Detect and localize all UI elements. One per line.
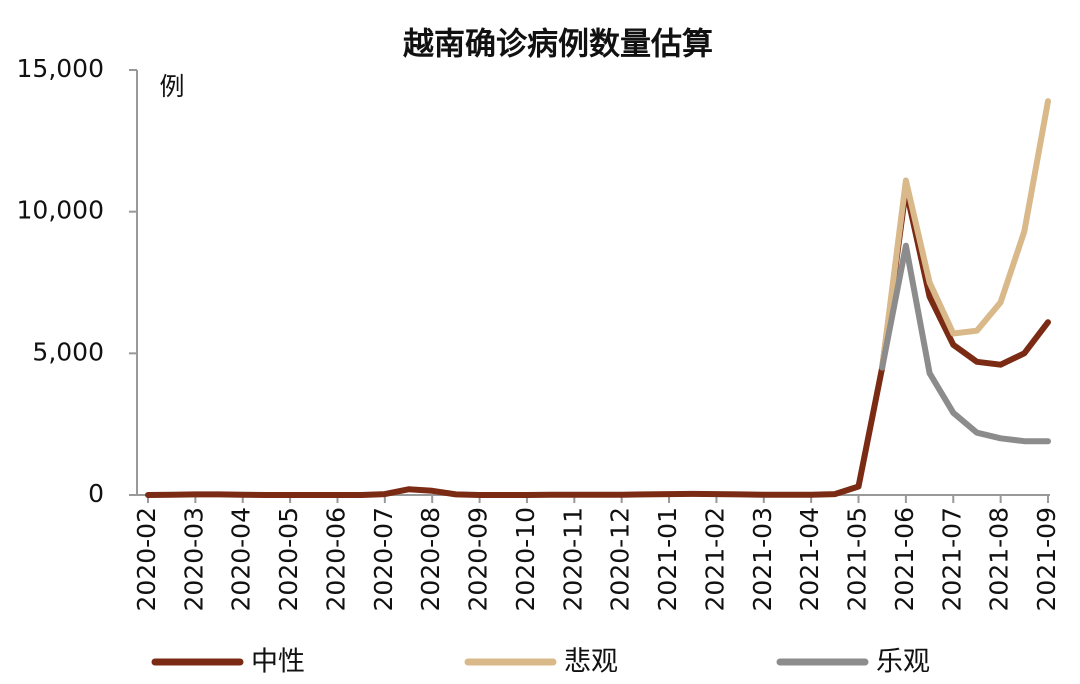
y-tick-label: 10,000 <box>17 196 104 225</box>
legend-label: 乐观 <box>876 647 930 678</box>
x-tick-label: 2021-08 <box>985 507 1014 611</box>
series-line <box>879 98 1051 371</box>
x-tick-label: 2020-10 <box>511 507 540 611</box>
series-line <box>145 186 1051 498</box>
x-tick-label: 2020-05 <box>274 507 303 611</box>
legend-label: 中性 <box>251 647 305 678</box>
x-tick-label: 2021-04 <box>795 507 824 611</box>
y-tick-label: 0 <box>88 479 104 508</box>
x-tick-label: 2020-08 <box>416 507 445 611</box>
y-tick-label: 5,000 <box>32 337 104 366</box>
legend-label: 悲观 <box>564 647 618 678</box>
x-tick-label: 2020-11 <box>558 507 587 611</box>
x-tick-label: 2020-02 <box>132 507 161 611</box>
chart-title: 越南确诊病例数量估算 <box>403 27 713 63</box>
series-line <box>879 242 1051 445</box>
x-tick-label: 2020-07 <box>369 507 398 611</box>
x-tick-label: 2021-02 <box>700 507 729 611</box>
x-tick-label: 2020-12 <box>606 507 635 611</box>
x-tick-label: 2021-07 <box>937 507 966 611</box>
x-tick-label: 2021-06 <box>890 507 919 611</box>
x-tick-label: 2021-03 <box>748 507 777 611</box>
x-tick-label: 2021-09 <box>1032 507 1061 611</box>
x-tick-label: 2020-04 <box>227 507 256 611</box>
x-tick-label: 2021-01 <box>653 507 682 611</box>
x-tick-label: 2021-05 <box>843 507 872 611</box>
x-tick-label: 2020-06 <box>321 507 350 611</box>
y-axis-label: 例 <box>159 72 184 101</box>
y-tick-label: 15,000 <box>17 54 104 83</box>
x-tick-label: 2020-03 <box>179 507 208 611</box>
x-tick-label: 2020-09 <box>464 507 493 611</box>
